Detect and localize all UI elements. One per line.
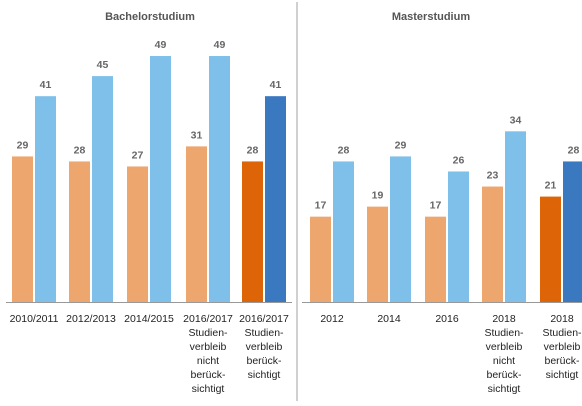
x-tick-label-1-line1: 2012 [320, 313, 344, 325]
bar-series1-1 [310, 216, 331, 302]
bar-series2-1 [35, 96, 56, 303]
x-tick-label-1-line1: 2010/2011 [10, 313, 59, 325]
x-tick-label-4-line4: nicht [197, 355, 219, 367]
bar-series2-4 [209, 56, 230, 302]
x-tick-label-4-line4: nicht [493, 355, 515, 367]
data-label-series2-4: 34 [510, 114, 522, 126]
data-label-series2-2: 29 [395, 139, 407, 151]
x-tick-label-4-line1: 2016/2017 [183, 313, 233, 325]
x-tick-label-5-line2: Studien- [244, 327, 284, 339]
x-tick-label-4-line3: verbleib [486, 341, 523, 353]
x-tick-label-4-line6: sichtigt [192, 383, 225, 395]
x-tick-label-5-line1: 2016/2017 [239, 313, 289, 325]
data-label-series2-2: 45 [97, 59, 109, 71]
bar-series2-4 [505, 131, 526, 302]
data-label-series1-5: 28 [247, 144, 259, 156]
bar-series1-5 [242, 161, 263, 302]
bar-series2-2 [92, 76, 113, 302]
data-label-series1-3: 27 [132, 149, 144, 161]
data-label-series2-1: 41 [40, 79, 52, 91]
x-tick-label-5-line4: berück- [246, 355, 282, 367]
data-label-series1-2: 19 [372, 190, 384, 202]
bar-series1-2 [367, 206, 388, 302]
x-tick-label-2-line1: 2012/2013 [66, 313, 116, 325]
bar-series1-5 [540, 196, 561, 302]
x-tick-label-5-line5: sichtigt [546, 369, 579, 381]
data-label-series1-4: 23 [487, 170, 499, 182]
x-tick-label-4-line1: 2018 [492, 313, 516, 325]
data-label-series1-5: 21 [545, 180, 557, 192]
data-label-series1-4: 31 [191, 129, 203, 141]
bar-series2-1 [333, 161, 354, 302]
bar-series1-3 [425, 216, 446, 302]
data-label-series2-4: 49 [214, 39, 226, 51]
bar-series2-2 [390, 156, 411, 302]
data-label-series1-3: 17 [430, 200, 442, 212]
x-tick-label-4-line5: berück- [190, 369, 226, 381]
bar-series1-4 [186, 146, 207, 302]
x-tick-label-5-line4: berück- [544, 355, 580, 367]
chart-title: Bachelorstudium [105, 11, 195, 23]
data-label-series1-1: 17 [315, 200, 327, 212]
x-tick-label-3-line1: 2014/2015 [124, 313, 174, 325]
bar-series2-3 [150, 56, 171, 302]
bar-series1-4 [482, 186, 503, 302]
data-label-series2-3: 26 [453, 154, 465, 166]
chart-title: Masterstudium [392, 11, 470, 23]
x-tick-label-4-line2: Studien- [484, 327, 524, 339]
data-label-series2-5: 28 [568, 144, 580, 156]
x-tick-label-5-line1: 2018 [550, 313, 574, 325]
bar-series2-3 [448, 171, 469, 302]
bar-series1-2 [69, 161, 90, 302]
x-tick-label-5-line2: Studien- [542, 327, 582, 339]
bar-series2-5 [563, 161, 582, 302]
x-tick-label-5-line5: sichtigt [248, 369, 281, 381]
x-tick-label-4-line2: Studien- [188, 327, 228, 339]
bar-series2-5 [265, 96, 286, 303]
x-tick-label-4-line5: berück- [486, 369, 522, 381]
x-tick-label-2-line1: 2014 [377, 313, 401, 325]
data-label-series1-1: 29 [17, 139, 29, 151]
x-tick-label-5-line3: verbleib [246, 341, 283, 353]
bar-series1-3 [127, 166, 148, 302]
x-tick-label-4-line3: verbleib [190, 341, 227, 353]
bar-series1-1 [12, 156, 33, 302]
chart-panel-2: Masterstudium 17 28 2012 19 29 2014 17 26 2016 23 3… [302, 11, 582, 395]
data-label-series1-2: 28 [74, 144, 86, 156]
x-tick-label-5-line3: verbleib [544, 341, 581, 353]
data-label-series2-1: 28 [338, 144, 350, 156]
data-label-series2-5: 41 [270, 79, 282, 91]
x-tick-label-4-line6: sichtigt [488, 383, 521, 395]
data-label-series2-3: 49 [155, 39, 167, 51]
chart-panel-1: Bachelorstudium 29 41 2010/2011 28 45 2012/201… [6, 11, 292, 395]
x-tick-label-3-line1: 2016 [435, 313, 459, 325]
